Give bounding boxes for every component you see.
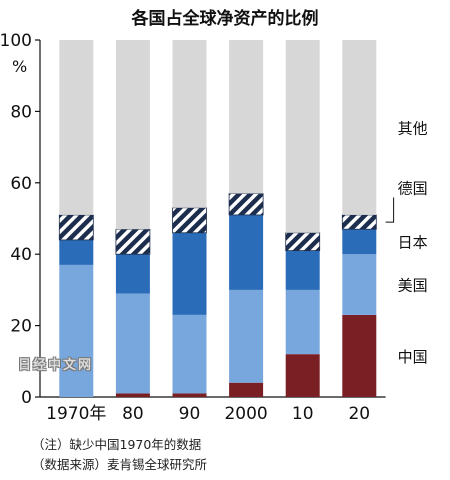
bar-segment	[229, 40, 264, 194]
bar-segment	[58, 214, 94, 241]
y-tick-label: 80	[10, 102, 32, 122]
bar-segment	[59, 40, 94, 215]
bar-segment	[342, 40, 377, 215]
bar-segment	[115, 293, 150, 394]
watermark: 日经中文网	[18, 358, 94, 373]
legend-label: 日本	[398, 234, 428, 252]
x-tick-label: 90	[179, 404, 201, 424]
bar-segment	[172, 232, 207, 315]
bar-segment	[229, 214, 264, 290]
y-tick-label: 60	[10, 174, 32, 194]
bar-segment	[285, 289, 320, 355]
bar-segment	[115, 393, 150, 397]
bar-segment	[172, 314, 207, 394]
legend-leader-line	[385, 197, 395, 223]
y-tick-label: 0	[21, 388, 32, 408]
y-axis-unit: %	[12, 57, 27, 76]
bar-segment	[342, 229, 377, 255]
bar-segment	[115, 40, 150, 230]
x-tick-label: 2000	[224, 404, 267, 424]
footnote: （注）缺少中国1970年的数据	[32, 437, 202, 452]
bar-segment	[115, 254, 150, 294]
bar-segment	[229, 382, 264, 397]
chart-title: 各国占全球净资产的比例	[131, 8, 319, 29]
bar-segment	[59, 264, 94, 397]
bar-segment	[342, 314, 377, 397]
legend: 中国 美国 日本 德国 其他	[385, 119, 428, 366]
bar-segment	[342, 254, 377, 315]
bar-segment	[285, 40, 320, 233]
x-tick-label: 10	[292, 404, 314, 424]
stacked-bar-chart: 各国占全球净资产的比例 % 0 20 40 60 80 100 1970年 80 90 2000…	[0, 8, 428, 424]
bar-segment	[285, 354, 320, 397]
legend-label: 其他	[398, 119, 428, 137]
y-tick-label: 20	[10, 317, 32, 337]
legend-label: 中国	[398, 348, 428, 366]
bar-segment	[341, 214, 377, 230]
legend-label: 美国	[398, 277, 428, 295]
bar-segment	[59, 239, 94, 265]
bar-segment	[285, 250, 320, 290]
bar-segment	[285, 232, 321, 252]
bars-group	[58, 40, 377, 397]
bar-segment	[228, 193, 264, 216]
x-axis-labels: 1970年 80 90 2000 10 20	[46, 404, 370, 424]
bar-segment	[115, 228, 151, 255]
source-note: （数据来源）麦肯锡全球研究所	[32, 457, 208, 472]
bar-segment	[229, 289, 264, 383]
x-tick-label: 80	[122, 404, 144, 424]
y-axis: 0 20 40 60 80 100	[0, 31, 386, 408]
x-tick-label: 20	[348, 404, 370, 424]
y-tick-label: 100	[0, 31, 32, 51]
bar-segment	[172, 393, 207, 397]
bar-segment	[172, 40, 207, 208]
bar-segment	[172, 207, 207, 234]
legend-label: 德国	[398, 180, 428, 198]
x-tick-label: 1970年	[46, 404, 106, 424]
y-tick-label: 40	[10, 245, 32, 265]
